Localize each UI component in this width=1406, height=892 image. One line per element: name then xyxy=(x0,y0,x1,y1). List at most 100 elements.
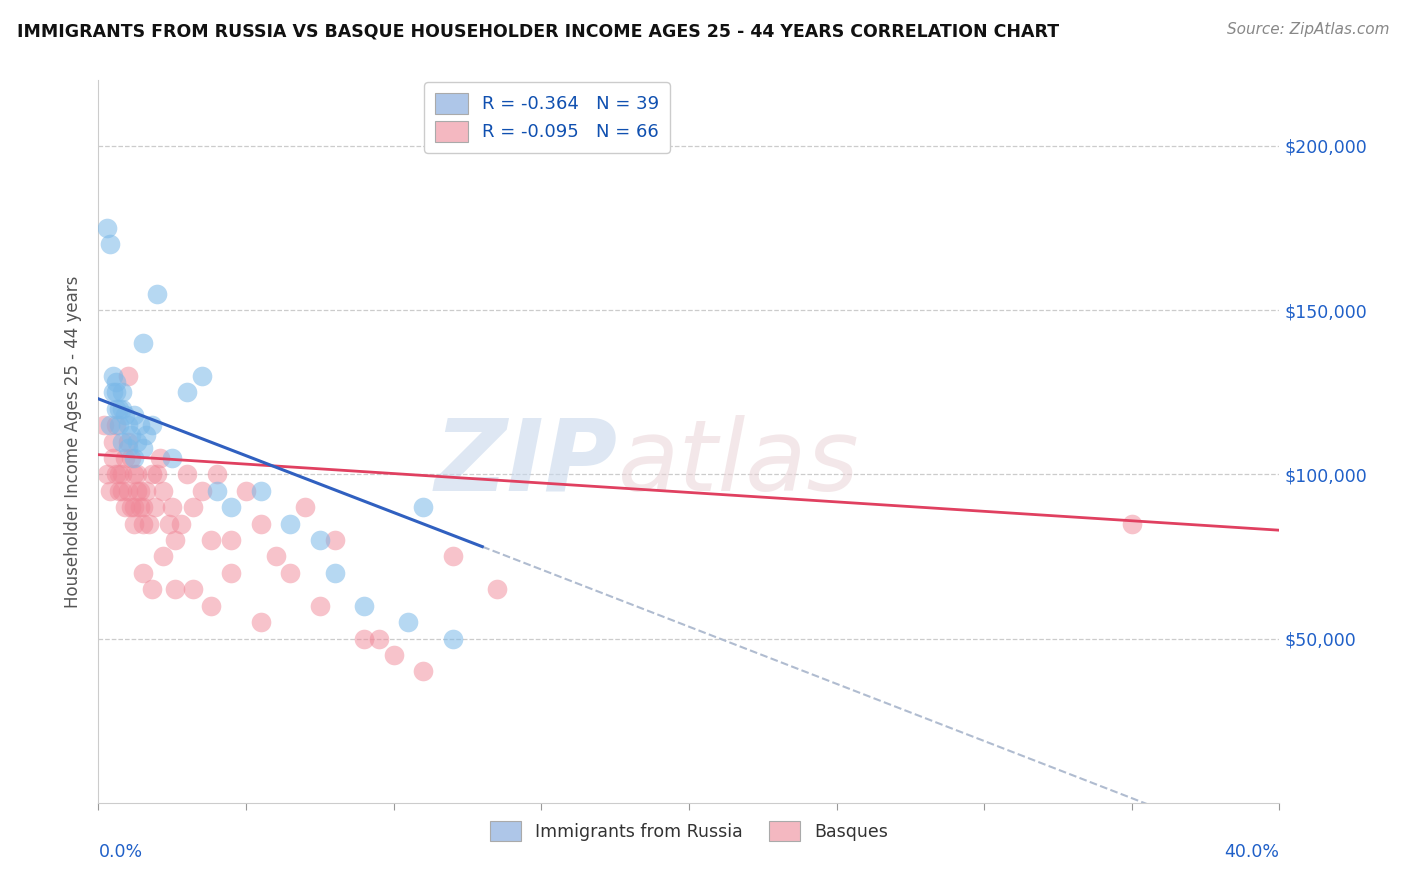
Point xyxy=(162,500,183,515)
Point xyxy=(149,450,172,465)
Point xyxy=(122,500,145,515)
Point xyxy=(165,533,187,547)
Point xyxy=(152,549,174,564)
Point xyxy=(221,533,243,547)
Point xyxy=(105,385,128,400)
Point xyxy=(141,582,163,597)
Point xyxy=(96,467,118,482)
Point xyxy=(105,401,128,416)
Point xyxy=(441,632,464,646)
Point xyxy=(152,483,174,498)
Text: 0.0%: 0.0% xyxy=(98,843,142,861)
Point xyxy=(280,516,302,531)
Point xyxy=(235,483,257,498)
Point xyxy=(205,483,228,498)
Text: 40.0%: 40.0% xyxy=(1225,843,1279,861)
Point xyxy=(122,409,145,423)
Point xyxy=(170,516,193,531)
Point xyxy=(125,434,148,449)
Point xyxy=(135,428,157,442)
Point xyxy=(103,385,125,400)
Point xyxy=(128,500,150,515)
Point xyxy=(108,401,131,416)
Point xyxy=(250,516,273,531)
Text: IMMIGRANTS FROM RUSSIA VS BASQUE HOUSEHOLDER INCOME AGES 25 - 44 YEARS CORRELATI: IMMIGRANTS FROM RUSSIA VS BASQUE HOUSEHO… xyxy=(17,22,1059,40)
Point xyxy=(111,434,134,449)
Point xyxy=(309,599,332,613)
Point xyxy=(323,533,346,547)
Point xyxy=(181,582,204,597)
Text: Source: ZipAtlas.com: Source: ZipAtlas.com xyxy=(1226,22,1389,37)
Point xyxy=(114,450,136,465)
Point xyxy=(221,500,243,515)
Point xyxy=(264,549,287,564)
Point xyxy=(93,418,115,433)
Point xyxy=(382,648,405,662)
Point xyxy=(146,467,169,482)
Point xyxy=(105,376,128,390)
Point xyxy=(122,467,145,482)
Point xyxy=(132,441,155,455)
Point xyxy=(111,467,134,482)
Point xyxy=(98,483,121,498)
Point xyxy=(132,566,155,580)
Point xyxy=(143,500,166,515)
Point xyxy=(114,500,136,515)
Point xyxy=(250,615,273,630)
Point xyxy=(162,450,183,465)
Point xyxy=(122,450,145,465)
Point xyxy=(111,385,134,400)
Text: atlas: atlas xyxy=(619,415,859,512)
Point xyxy=(98,237,121,252)
Point xyxy=(103,368,125,383)
Point xyxy=(221,566,243,580)
Point xyxy=(141,467,163,482)
Point xyxy=(181,500,204,515)
Point xyxy=(200,599,222,613)
Point xyxy=(103,450,125,465)
Point xyxy=(108,418,131,433)
Point xyxy=(128,418,150,433)
Point xyxy=(280,566,302,580)
Point xyxy=(125,483,148,498)
Point xyxy=(486,582,509,597)
Point xyxy=(1121,516,1143,531)
Point xyxy=(108,483,131,498)
Point xyxy=(132,500,155,515)
Point xyxy=(138,516,160,531)
Y-axis label: Householder Income Ages 25 - 44 years: Householder Income Ages 25 - 44 years xyxy=(65,276,83,607)
Point xyxy=(176,385,198,400)
Point xyxy=(132,516,155,531)
Point xyxy=(103,434,125,449)
Point xyxy=(120,450,142,465)
Point xyxy=(353,632,375,646)
Point xyxy=(398,615,420,630)
Point xyxy=(200,533,222,547)
Point xyxy=(353,599,375,613)
Point xyxy=(98,418,121,433)
Point xyxy=(165,582,187,597)
Point xyxy=(441,549,464,564)
Point xyxy=(105,418,128,433)
Point xyxy=(117,483,139,498)
Point xyxy=(117,441,139,455)
Point xyxy=(117,434,139,449)
Point xyxy=(108,467,131,482)
Point xyxy=(205,467,228,482)
Point xyxy=(309,533,332,547)
Point xyxy=(128,483,150,498)
Point xyxy=(368,632,391,646)
Point xyxy=(157,516,180,531)
Point xyxy=(146,286,169,301)
Point xyxy=(117,368,139,383)
Point xyxy=(250,483,273,498)
Point xyxy=(191,368,214,383)
Point xyxy=(125,467,148,482)
Point xyxy=(323,566,346,580)
Point xyxy=(105,467,128,482)
Point xyxy=(412,500,434,515)
Point xyxy=(412,665,434,679)
Point xyxy=(141,418,163,433)
Point xyxy=(111,401,134,416)
Point xyxy=(96,221,118,235)
